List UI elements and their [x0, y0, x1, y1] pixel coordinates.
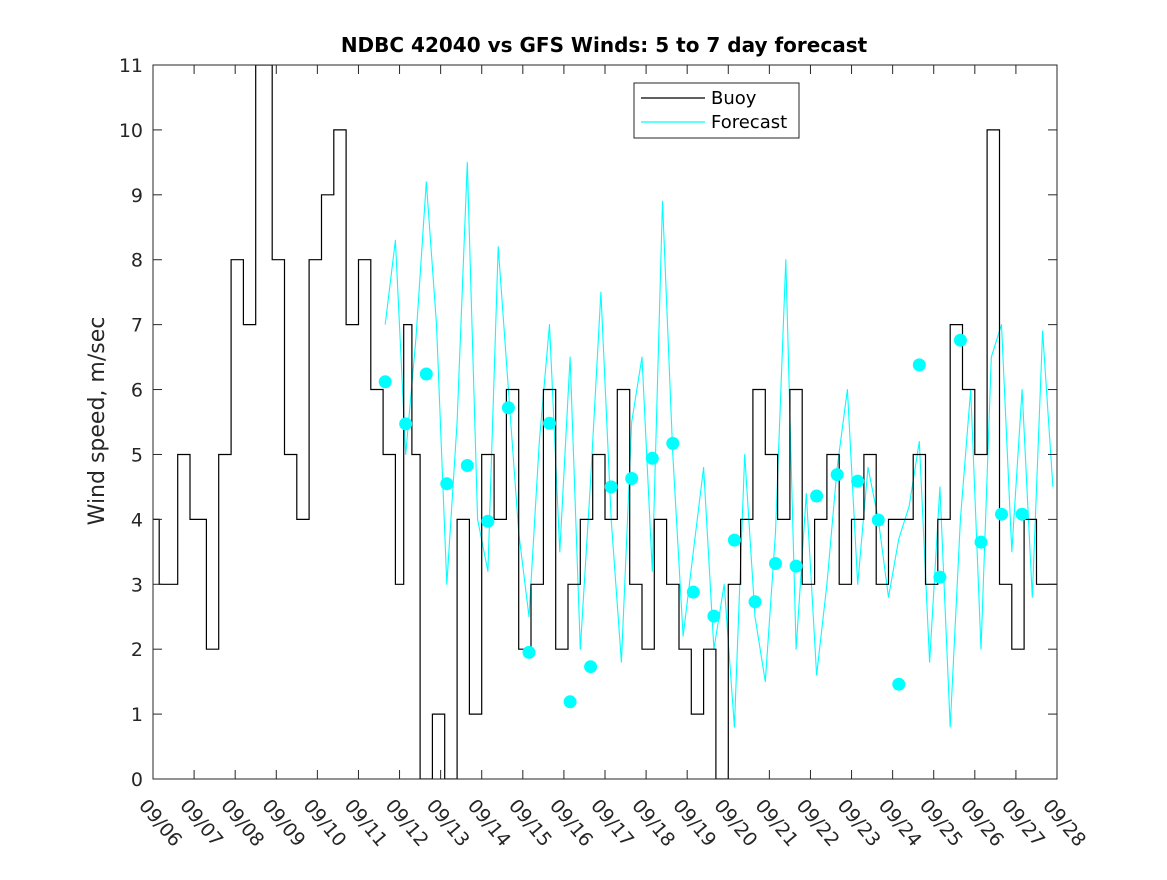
legend: Buoy Forecast — [633, 82, 800, 139]
y-axis-label: Wind speed, m/sec — [85, 317, 110, 526]
forecast-dot — [707, 609, 721, 623]
legend-buoy-label: Buoy — [711, 88, 757, 109]
y-tick-label: 11 — [119, 55, 143, 77]
y-tick-label: 3 — [131, 574, 143, 596]
forecast-dot — [892, 677, 906, 691]
y-tick-label: 6 — [131, 380, 143, 402]
y-tick-label: 8 — [131, 250, 143, 272]
forecast-dot — [604, 480, 618, 494]
forecast-dot — [933, 570, 947, 584]
forecast-dot — [995, 507, 1008, 521]
forecast-dot — [871, 513, 885, 527]
forecast-dot — [974, 535, 988, 549]
forecast-dot — [625, 472, 639, 485]
y-tick-label: 2 — [131, 639, 143, 661]
forecast-dot — [1015, 507, 1029, 521]
y-tick-label: 1 — [131, 704, 143, 726]
y-tick-label: 0 — [131, 769, 143, 791]
forecast-dot — [727, 533, 741, 547]
plot-background — [153, 65, 1057, 779]
chart-title: NDBC 42040 vs GFS Winds: 5 to 7 day fore… — [341, 33, 868, 57]
legend-forecast-label: Forecast — [711, 112, 787, 133]
legend-box — [633, 82, 800, 139]
forecast-dot — [666, 436, 680, 450]
forecast-dot — [953, 333, 967, 347]
forecast-dot — [912, 358, 926, 372]
y-tick-label: 4 — [131, 509, 143, 531]
forecast-dot — [686, 585, 700, 599]
forecast-dot — [789, 559, 803, 573]
y-tick-label: 10 — [119, 120, 143, 142]
forecast-dot — [830, 468, 844, 482]
forecast-dot — [522, 645, 536, 659]
forecast-dot — [481, 514, 495, 528]
forecast-dot — [440, 477, 454, 491]
y-tick-label: 5 — [131, 444, 143, 466]
forecast-dot — [399, 417, 413, 431]
y-tick-label: 7 — [131, 315, 143, 337]
forecast-dot — [378, 375, 392, 389]
forecast-dot — [748, 595, 762, 609]
forecast-dot — [584, 660, 598, 674]
forecast-dot — [769, 557, 782, 570]
forecast-dot — [460, 459, 474, 472]
forecast-dot — [563, 695, 577, 709]
forecast-dot — [419, 367, 433, 381]
forecast-dot — [810, 489, 824, 503]
forecast-dot — [851, 474, 865, 488]
y-tick-label: 9 — [131, 185, 143, 207]
forecast-dot — [501, 401, 515, 415]
series-group — [153, 65, 1057, 779]
forecast-dot — [543, 416, 556, 430]
forecast-dot — [645, 451, 659, 465]
plot-area: 0123456789101109/0609/0709/0809/0909/100… — [119, 55, 1090, 851]
buoy-line — [153, 65, 1057, 779]
